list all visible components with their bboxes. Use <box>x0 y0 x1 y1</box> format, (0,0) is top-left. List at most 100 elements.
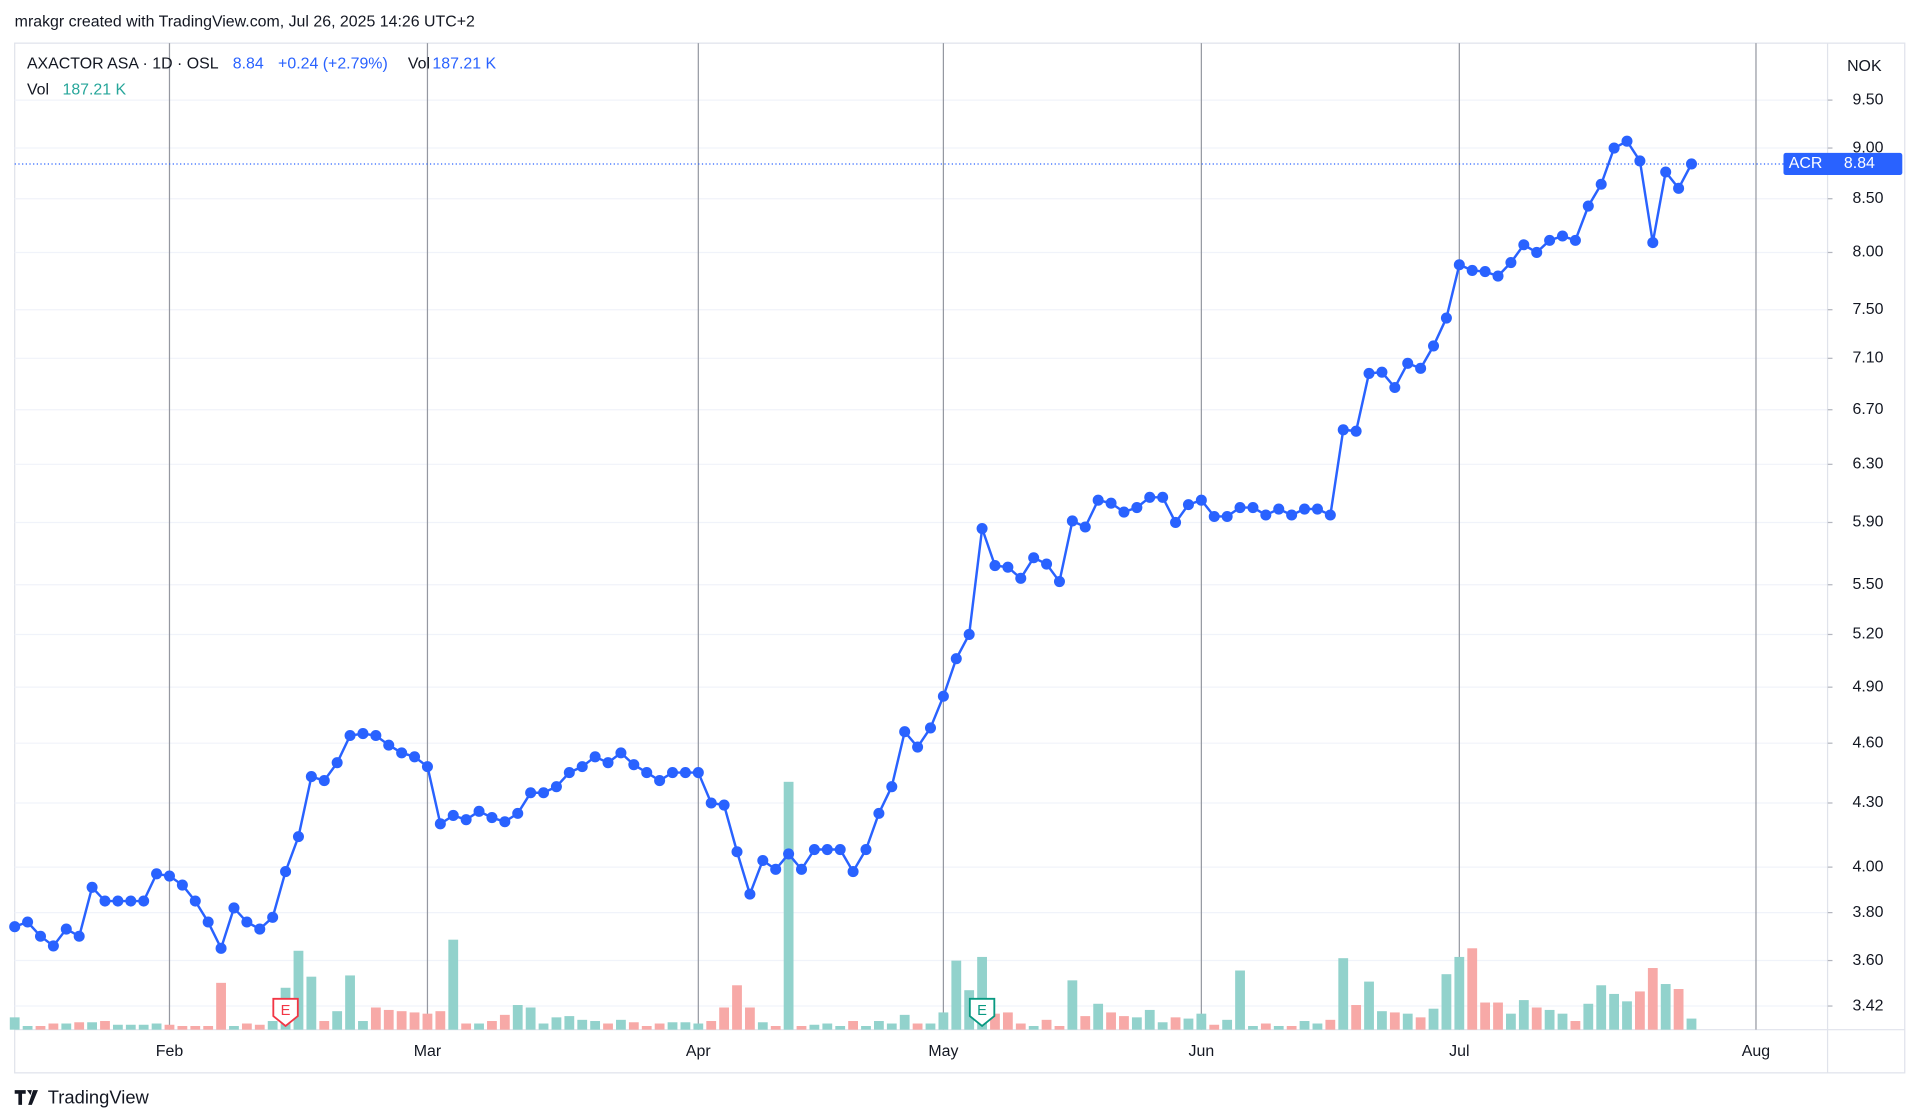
price-point <box>731 846 743 858</box>
price-point <box>989 560 1001 572</box>
x-tick-label: Feb <box>156 1043 184 1060</box>
price-point <box>602 757 614 769</box>
volume-bar <box>1402 1013 1413 1030</box>
price-point <box>370 729 382 742</box>
volume-bar <box>1286 1026 1297 1030</box>
price-point <box>1569 234 1581 246</box>
price-point <box>950 653 962 665</box>
volume-bar <box>1054 1026 1065 1030</box>
volume-bar <box>783 781 794 1030</box>
volume-bar <box>861 1026 871 1030</box>
price-point <box>886 781 898 793</box>
volume-bar <box>512 1005 523 1030</box>
price-point <box>744 888 756 900</box>
volume-bar <box>1583 1003 1594 1030</box>
price-point <box>1247 502 1259 514</box>
volume-bar <box>254 1024 265 1030</box>
volume-bar <box>319 1021 330 1030</box>
volume-bar <box>1157 1022 1168 1030</box>
volume-bar <box>1028 1026 1039 1030</box>
price-label-value: 8.84 <box>1844 155 1875 172</box>
price-point <box>1608 142 1620 154</box>
price-point <box>628 759 640 771</box>
volume-bar <box>796 1026 807 1030</box>
price-point <box>434 818 446 830</box>
volume-bar <box>1660 984 1671 1030</box>
legend: AXACTOR ASA · 1D · OSL 8.84 +0.24 (+2.79… <box>27 55 497 98</box>
price-point <box>280 866 292 878</box>
price-point <box>1131 502 1143 514</box>
volume-bar <box>654 1023 665 1030</box>
price-point <box>1492 270 1504 282</box>
volume-bar <box>1248 1026 1258 1030</box>
y-tick-label: 5.50 <box>1853 576 1884 593</box>
price-point <box>1234 502 1246 514</box>
price-point <box>615 747 627 759</box>
y-tick-label: 8.00 <box>1853 244 1884 261</box>
volume-bar <box>1454 956 1465 1030</box>
price-point <box>138 895 150 907</box>
event-label: E <box>977 1003 987 1019</box>
volume-bar <box>1209 1024 1220 1030</box>
price-point <box>899 726 911 738</box>
volume-bar <box>770 1026 781 1030</box>
volume-bar <box>332 1011 343 1030</box>
price-point <box>705 797 717 809</box>
volume-bar <box>74 1022 85 1030</box>
price-point <box>86 881 98 893</box>
volume-bar <box>732 985 742 1030</box>
x-tick-label: Aug <box>1742 1043 1770 1060</box>
price-point <box>1208 510 1220 523</box>
price-point <box>873 807 885 819</box>
volume-bar <box>719 1007 730 1030</box>
price-point <box>821 844 833 856</box>
volume-bar <box>345 975 355 1030</box>
volume-bar <box>603 1023 613 1030</box>
volume-bar <box>1428 1008 1439 1030</box>
volume-bar <box>577 1019 588 1030</box>
price-point <box>1092 494 1104 506</box>
price-point <box>834 844 846 856</box>
price-point <box>1544 234 1556 246</box>
price-point <box>525 787 537 799</box>
price-point <box>1647 237 1659 249</box>
price-point <box>1415 362 1427 374</box>
volume-bar <box>1222 1019 1233 1030</box>
volume-bar <box>1002 1012 1013 1030</box>
price-point <box>383 739 395 751</box>
volume-bar <box>538 1023 549 1030</box>
price-point <box>1389 381 1401 394</box>
vol-value: 187.21 K <box>62 81 126 98</box>
volume-bar <box>1196 1013 1207 1030</box>
volume-bar <box>590 1021 601 1030</box>
volume-bar <box>125 1024 136 1030</box>
volume-bar <box>706 1021 717 1030</box>
volume-bar <box>1634 991 1645 1030</box>
price-point <box>1324 509 1336 521</box>
price-point <box>1479 265 1491 278</box>
price-point <box>409 751 421 763</box>
volume-bar <box>112 1024 123 1030</box>
volume-bar <box>551 1017 562 1030</box>
price-point <box>1337 424 1349 436</box>
price-point <box>1157 491 1169 503</box>
price-point <box>1299 503 1311 515</box>
volume-bar <box>616 1019 626 1030</box>
volume-bar <box>1441 974 1452 1030</box>
volume-bar <box>358 1021 368 1030</box>
price-point <box>718 799 730 811</box>
volume-bar <box>1170 1017 1181 1030</box>
price-point <box>1453 259 1465 271</box>
y-tick-label: 5.90 <box>1853 514 1884 531</box>
price-point <box>1041 558 1053 570</box>
price-point <box>163 870 175 882</box>
volume-bar <box>229 1026 239 1030</box>
volume-bar <box>203 1026 214 1030</box>
volume-bar <box>164 1024 175 1030</box>
volume-bar <box>912 1023 923 1030</box>
event-badge <box>272 997 299 1028</box>
currency: NOK <box>1847 58 1882 75</box>
volume-bar <box>1673 989 1684 1030</box>
volume-bar <box>977 956 987 1030</box>
volume-bar <box>745 1007 755 1030</box>
